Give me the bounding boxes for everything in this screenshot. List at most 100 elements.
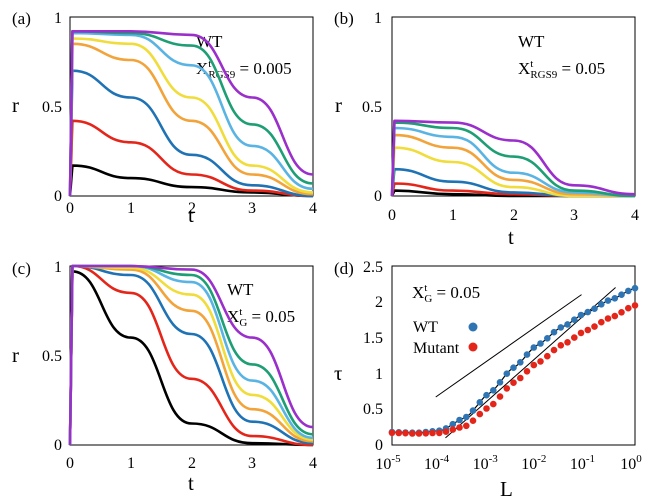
panel-d-point-mutant [564, 339, 571, 346]
panel-d-point-wt [631, 284, 639, 292]
panel-c-curve-orange [68, 264, 314, 446]
panel-d-point-wt [591, 305, 598, 313]
panel-c-curves [68, 264, 314, 447]
panel-d-xtick-4: 10-1 [570, 453, 595, 473]
panel-d-point-mutant [577, 329, 585, 337]
panel-b-curve-skyblue [390, 126, 636, 198]
panel-d-point-mutant [442, 428, 450, 436]
panel-a-annotation-sub: RGS9 [208, 69, 235, 81]
panel-c-label: (c) [12, 259, 31, 278]
panel-b-annotation-param: Xt RGS9 = 0.05 [518, 58, 605, 81]
panel-d-xtick-exponent: 0 [636, 453, 642, 465]
panel-b-annotation-sup: t [530, 58, 533, 70]
panel-d-xtick-0: 10-5 [375, 453, 401, 473]
panel-a-label: (a) [12, 9, 31, 28]
panel-b-xtick-1: 1 [449, 207, 457, 224]
panel-d-point-mutant [510, 379, 517, 387]
panel-d-point-mutant [422, 430, 430, 437]
panel-d-point-mutant [557, 342, 565, 349]
panel-d-point-wt [490, 387, 497, 394]
panel-d-annotation-param: Xt G = 0.05 [412, 282, 480, 305]
panel-d-point-wt [469, 407, 477, 414]
panel-b-curve-orange [390, 133, 636, 198]
panel-d-point-wt [598, 301, 605, 308]
panel-c-xtick-2: 2 [188, 455, 196, 472]
panel-c-xtick-3: 3 [248, 455, 256, 472]
panel-c-curve-yellow [68, 264, 314, 446]
panel-d-annotation-x: X [412, 283, 424, 302]
panel-d-point-mutant [395, 429, 403, 437]
panel-d-annotation-sup: t [424, 282, 427, 294]
panel-c-ylabel: r [12, 343, 19, 367]
panel-d-ylabel: τ [334, 361, 342, 385]
panel-c-curve-blue [68, 264, 314, 446]
panel-a-ytick-2: 1 [54, 10, 62, 27]
panel-d-point-mutant [388, 429, 396, 437]
panel-d-point-wt [564, 321, 571, 328]
panel-a-annotation-wt: WT [196, 32, 223, 51]
panel-b-annotation-value: = 0.05 [557, 59, 605, 78]
panel-a-curve-skyblue [68, 31, 314, 197]
panel-d-xtick-base: 10 [424, 456, 440, 473]
panel-d-point-wt [463, 413, 470, 421]
panel-d-point-wt [611, 295, 619, 302]
panel-b-frame [391, 16, 636, 197]
panel-a-curve-red [68, 119, 314, 198]
panel-c-ytick-0: 0 [54, 437, 62, 454]
panel-d-point-mutant [584, 326, 592, 334]
panel-b-ylabel: r [335, 93, 342, 117]
panel-d-xtick-2: 10-3 [473, 453, 499, 473]
panel-d-point-wt [544, 335, 551, 342]
panel-d-xtick-base: 10 [375, 456, 391, 473]
panel-d-xtick-exponent: -1 [586, 453, 595, 465]
panel-d-point-wt [625, 287, 632, 295]
panel-c-annotation-sup: t [239, 306, 242, 318]
panel-a-ytick-1: 0.5 [42, 99, 62, 116]
panel-d-point-wt [577, 311, 585, 319]
panel-d-point-mutant [496, 393, 504, 400]
panel-d-point-mutant [476, 410, 484, 418]
panel-d-point-mutant [604, 315, 612, 322]
panel-c: (c) r t 0 0.5 1 0 1 2 3 4 WT Xt G = 0.05 [12, 259, 317, 495]
panel-a-frame [69, 16, 314, 197]
panel-d-ytick-4: 2 [375, 294, 383, 311]
panel-d-point-mutant [611, 312, 619, 320]
panel-d-ytick-3: 1.5 [363, 330, 383, 347]
legend-label-mutant: Mutant [413, 340, 460, 357]
panel-d-point-mutant [402, 429, 409, 437]
panel-b-curves [390, 119, 636, 198]
panel-b-curve-purple [390, 119, 636, 197]
panel-c-curve-black [68, 270, 314, 447]
panel-c-xlabel: t [188, 471, 194, 495]
panel-d-label: (d) [334, 259, 354, 278]
panel-d-xtick-exponent: -5 [391, 453, 401, 465]
panel-a-curves [68, 29, 314, 198]
panel-d-ytick-5: 2.5 [363, 259, 383, 276]
panel-b-curve-yellow [390, 146, 635, 198]
panel-d-point-mutant [591, 323, 598, 330]
panel-d-point-mutant [517, 374, 524, 382]
panel-d-point-wt [557, 324, 565, 331]
panel-d-point-mutant [456, 424, 463, 431]
panel-a-xlabel: t [188, 203, 194, 227]
panel-d-point-wt [530, 344, 538, 351]
panel-c-xtick-1: 1 [127, 455, 135, 472]
panel-d-point-wt [496, 379, 504, 386]
panel-d-xtick-base: 10 [570, 456, 586, 473]
panel-c-annotation-value: = 0.05 [247, 307, 295, 326]
panel-d-ytick-2: 1 [375, 366, 383, 383]
panel-a-curve-yellow [68, 37, 314, 197]
panel-d-point-mutant [503, 385, 511, 392]
panel-a-annotation-value: = 0.005 [235, 59, 291, 78]
panel-d-point-wt [618, 291, 625, 299]
panel-d-frame [391, 265, 636, 446]
panel-d-xtick-5: 100 [620, 453, 642, 473]
panel-d-point-mutant [523, 368, 531, 375]
panel-a-ytick-0: 0 [54, 188, 62, 205]
panel-d-xlabel: L [500, 477, 513, 501]
panel-c-curve-purple [68, 264, 314, 446]
panel-d-point-wt [449, 420, 457, 428]
legend-marker-wt [468, 322, 478, 332]
panel-d-point-mutant [631, 302, 639, 309]
panel-d-point-mutant [618, 309, 625, 316]
